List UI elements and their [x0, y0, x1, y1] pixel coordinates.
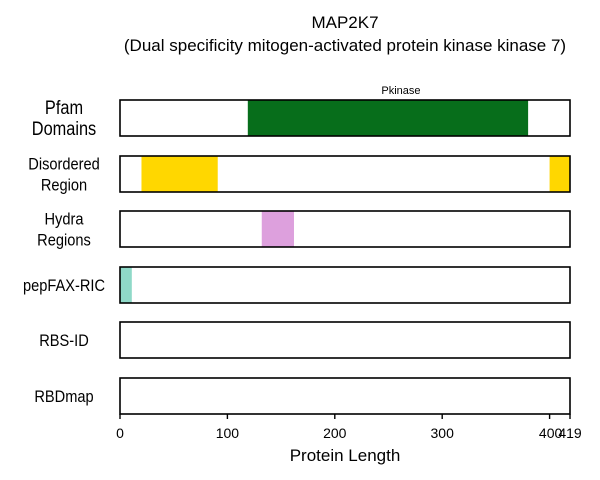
x-tick-label: 100	[216, 425, 240, 441]
x-tick-label: 200	[323, 425, 347, 441]
x-tick-label: 0	[116, 425, 124, 441]
domain-annotation: Pkinase	[381, 85, 420, 97]
x-tick-label: 300	[431, 425, 455, 441]
track-background	[120, 378, 570, 414]
track-label: RBDmap	[34, 388, 93, 406]
segment-disordered-region-0	[141, 156, 218, 192]
x-axis-label: Protein Length	[290, 446, 401, 465]
x-tick-label: 400	[539, 425, 563, 441]
track-border	[119, 377, 571, 415]
track-border	[119, 99, 571, 137]
track-label: Hydra	[45, 211, 84, 229]
segment-disordered-region-1	[549, 156, 570, 192]
track-label: RBS-ID	[39, 332, 89, 350]
track-border	[119, 155, 571, 193]
chart-title: MAP2K7	[311, 13, 378, 32]
track-label: Regions	[37, 232, 91, 250]
segment-pfam-domains-0	[247, 100, 529, 136]
x-tick-label: 419	[558, 425, 582, 441]
track-border	[119, 210, 571, 248]
track-background	[120, 322, 570, 358]
grid-lines	[226, 100, 551, 414]
chart-subtitle: (Dual specificity mitogen-activated prot…	[124, 36, 566, 55]
track-label: Region	[41, 177, 87, 195]
track-label: Disordered	[28, 156, 99, 174]
track-border	[119, 321, 571, 359]
track-label: Pfam	[45, 97, 83, 118]
track-background	[120, 267, 570, 303]
track-label: Domains	[32, 118, 97, 139]
track-background	[120, 211, 570, 247]
track-label: pepFAX-RIC	[23, 277, 105, 295]
segment-hydra-regions-0	[261, 211, 294, 247]
track-border	[119, 266, 571, 304]
segment-pepfax-ric-0	[120, 267, 132, 303]
